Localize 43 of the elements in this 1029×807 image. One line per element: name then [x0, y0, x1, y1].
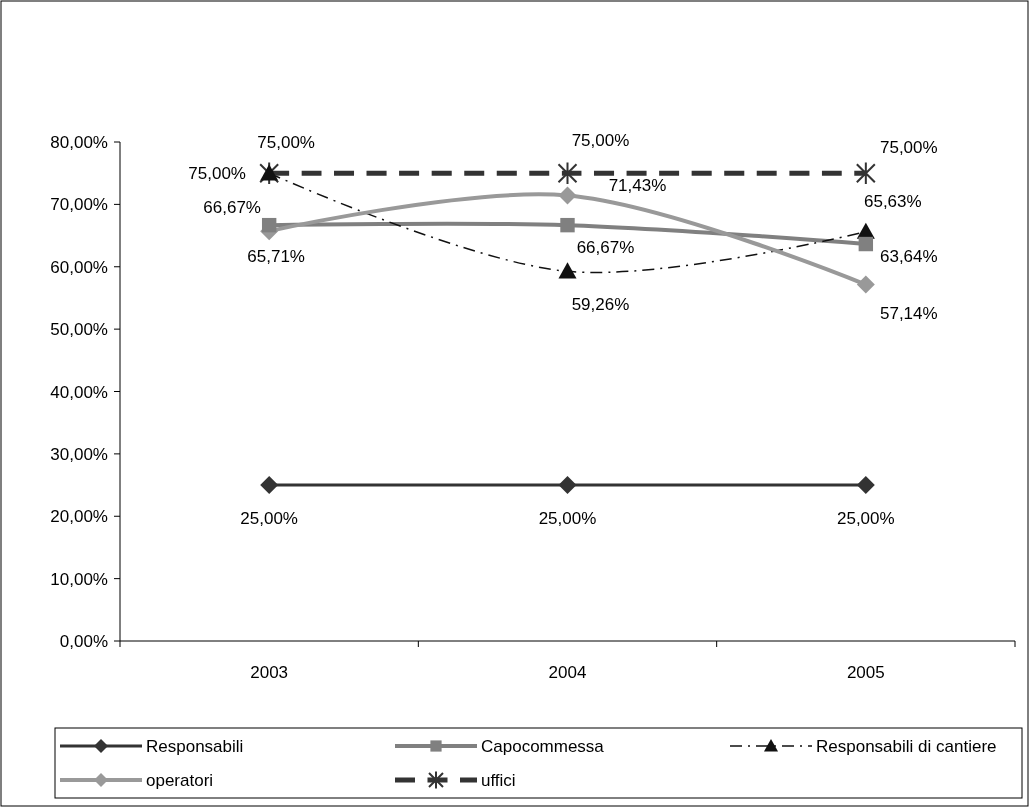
point — [560, 217, 575, 233]
x-tick-label: 2005 — [846, 663, 885, 682]
point — [558, 476, 577, 495]
point — [855, 163, 876, 184]
y-tick-label: 80,00% — [50, 133, 108, 152]
legend-label: Capocommessa — [481, 737, 605, 756]
data-label: 71,43% — [608, 176, 667, 196]
x-tick-label: 2003 — [250, 663, 289, 682]
y-tick-label: 0,00% — [59, 632, 108, 651]
legend-label: Responsabili — [146, 737, 244, 756]
y-tick-label: 70,00% — [50, 195, 108, 215]
data-label: 25,00% — [837, 509, 895, 529]
legend-label: uffici — [481, 771, 516, 790]
point — [557, 163, 578, 184]
data-label: 75,00% — [257, 133, 315, 153]
data-label: 75,00% — [880, 138, 938, 158]
point — [856, 476, 875, 495]
y-tick-label: 40,00% — [50, 382, 108, 402]
data-label: 75,00% — [188, 164, 246, 184]
x-tick-label: 2004 — [548, 663, 587, 682]
point — [260, 476, 279, 495]
y-tick-label: 60,00% — [50, 257, 108, 277]
data-label: 66,67% — [203, 198, 261, 218]
y-tick-label: 50,00% — [50, 320, 108, 340]
point — [558, 262, 577, 279]
point — [856, 275, 875, 294]
data-label: 66,67% — [576, 238, 635, 258]
point — [261, 217, 277, 233]
data-label: 59,26% — [571, 295, 630, 315]
y-tick-label: 20,00% — [50, 507, 108, 527]
legend-label: operatori — [146, 771, 214, 790]
data-label: 25,00% — [538, 509, 597, 529]
data-label: 25,00% — [240, 509, 298, 529]
data-label: 57,14% — [880, 303, 938, 323]
data-label: 65,63% — [864, 191, 922, 211]
data-label: 65,71% — [247, 247, 305, 267]
y-tick-label: 30,00% — [50, 444, 108, 464]
point — [558, 186, 577, 205]
y-tick-label: 10,00% — [50, 569, 108, 589]
point — [858, 236, 874, 252]
data-label: 63,64% — [880, 247, 938, 267]
data-label: 75,00% — [571, 131, 630, 151]
legend-label: Responsabili di cantiere — [816, 737, 997, 756]
